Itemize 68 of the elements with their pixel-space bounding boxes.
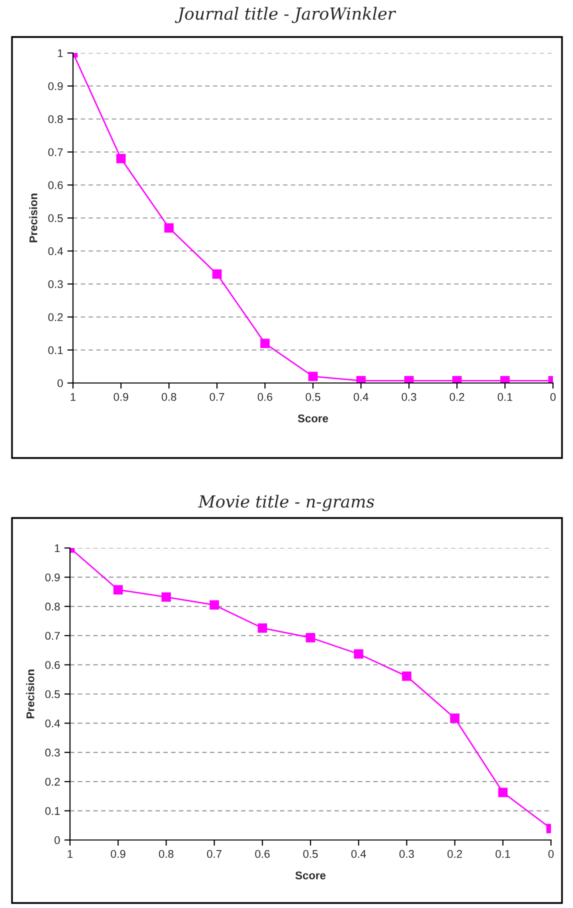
y-tick-label: 0.7 [48,148,63,156]
y-tick-label: 1 [54,544,60,552]
x-tick-label: 0.8 [158,850,174,858]
y-tick-label: 0.6 [48,181,63,190]
x-tick-label: 0.7 [207,850,222,858]
y-tick-label: 0 [58,379,63,388]
y-tick-label: 0.2 [45,778,60,786]
point [164,223,174,233]
point [113,585,123,594]
point [354,649,364,659]
x-tick-label: 0.2 [448,850,462,858]
y-tick-label: 0.2 [48,313,63,322]
x-tick-label: 1 [70,393,76,401]
y-tick-label: 0.3 [48,280,63,288]
y-tick-label: 0.8 [48,115,63,124]
point [450,714,460,723]
y-tick-label: 0.5 [45,690,60,698]
y-tick-label: 0.4 [45,719,60,728]
point [404,376,414,383]
y-tick-label: 0.6 [45,661,60,669]
x-tick-label: 0.5 [303,850,318,858]
point [258,623,268,633]
x-tick-label: 0.3 [399,850,414,858]
x-tick-label: 0.7 [210,393,224,401]
y-axis-title: Precision [26,670,34,718]
x-tick-label: 0.1 [498,393,512,401]
x-tick-label: 0.9 [114,393,128,401]
y-tick-label: 0 [54,836,60,844]
y-tick-label: 0.3 [45,748,60,757]
point [162,592,171,602]
y-axis-title: Precision [29,194,38,242]
point [402,672,412,681]
x-tick-label: 0.6 [258,393,272,401]
point [498,788,508,798]
point [500,376,510,383]
point [306,632,316,642]
point [116,154,126,164]
x-tick-label: 0.2 [450,393,464,401]
y-tick-label: 0.1 [45,807,60,815]
point [452,376,462,383]
x-tick-label: 0 [550,393,556,401]
y-tick-label: 0.8 [45,602,60,611]
x-tick-label: 1 [68,850,73,858]
x-tick-label: 0.5 [306,393,320,401]
chart-title: Movie title - n-grams [198,494,374,512]
x-axis-title: Score [298,414,328,422]
x-tick-label: 0.4 [351,850,366,858]
point [308,372,318,382]
y-tick-label: 0.5 [48,214,63,222]
chart-title: Journal title - JaroWinkler [174,6,396,24]
y-tick-label: 1 [58,49,63,58]
x-tick-label: 0.8 [162,393,176,401]
point [356,376,366,383]
point [260,338,270,348]
x-tick-label: 0.9 [110,850,126,858]
x-tick-label: 0.3 [402,393,416,401]
y-tick-label: 0.9 [45,573,60,582]
point [210,600,219,610]
y-tick-label: 0.4 [48,247,63,256]
x-tick-label: 0.4 [354,393,368,401]
x-axis-title: Score [295,871,326,880]
y-tick-label: 0.9 [48,82,63,90]
x-tick-label: 0.1 [496,850,510,858]
y-tick-label: 0.1 [48,346,63,354]
x-tick-label: 0.6 [255,850,270,858]
point [212,269,222,279]
x-tick-label: 0 [548,850,554,858]
y-tick-label: 0.7 [45,632,60,640]
